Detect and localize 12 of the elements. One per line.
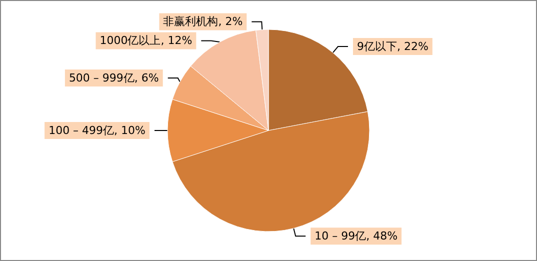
- data-label: , 12%: [160, 34, 192, 48]
- data-label: , 2%: [218, 15, 243, 28]
- slice-label: 9亿以下: [356, 40, 397, 54]
- slice-label: 500 – 999亿: [68, 71, 134, 84]
- data-label: , 6%: [134, 71, 159, 84]
- slice-label: 非赢利机构: [163, 15, 218, 28]
- slice-label: 1000亿以上: [100, 34, 161, 48]
- data-label: , 10%: [114, 124, 146, 137]
- data-label: , 48%: [366, 230, 398, 243]
- slice-label: 10 – 99亿: [314, 230, 366, 243]
- data-label: , 22%: [396, 40, 428, 54]
- slice-label: 100 – 499亿: [48, 124, 114, 137]
